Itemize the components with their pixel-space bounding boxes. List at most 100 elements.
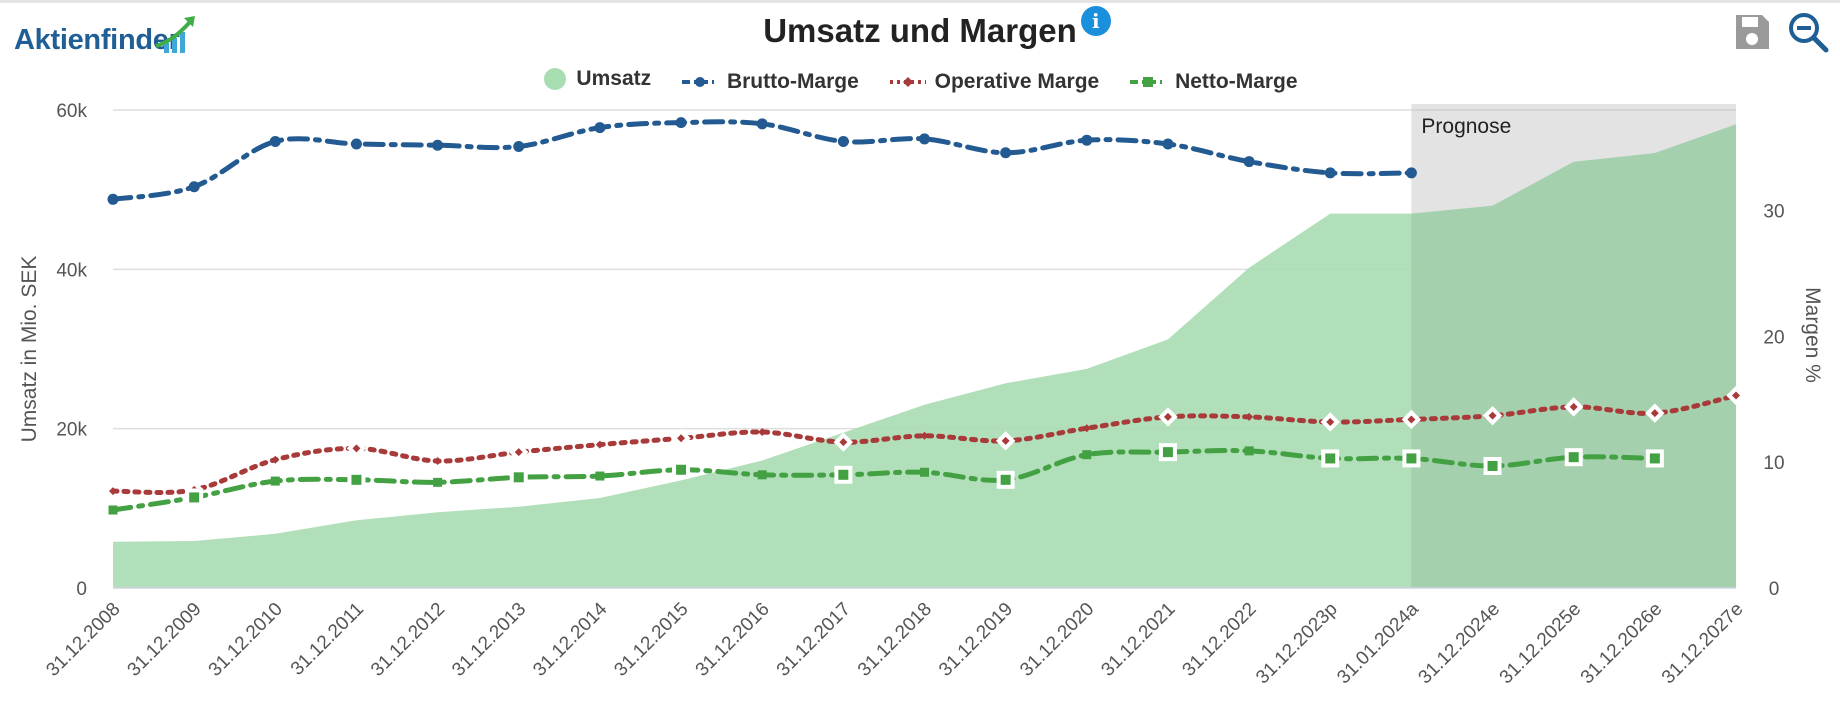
netto-point-core <box>1325 453 1336 464</box>
logo-text: Aktienfinder <box>14 24 180 56</box>
operativ-point <box>1245 412 1254 421</box>
netto-point-core <box>1406 453 1417 464</box>
zoom-out-icon[interactable] <box>1786 10 1830 54</box>
netto-point <box>270 476 280 486</box>
netto-point-core <box>838 469 849 480</box>
brutto-point <box>1324 167 1336 179</box>
operativ-point-core <box>1569 402 1578 411</box>
y-axis-title: Umsatz in Mio. SEK <box>18 256 41 443</box>
operativ-point <box>595 440 604 449</box>
operativ-point <box>271 455 280 464</box>
aktienfinder-logo[interactable]: Aktienfinder <box>14 14 234 62</box>
umsatz-area <box>113 124 1736 589</box>
chart-title: Umsatz und Margen <box>763 12 1077 49</box>
legend-umsatz-swatch <box>544 68 567 90</box>
x-tick-label: 31.12.2010 <box>205 599 287 681</box>
x-tick-label: 31.12.2019 <box>935 599 1017 681</box>
legend-label-netto-marge: Netto-Marge <box>1175 70 1298 93</box>
operativ-point-core <box>677 434 686 443</box>
brutto-point <box>1243 156 1255 168</box>
x-tick-label: 31.12.2020 <box>1016 599 1098 681</box>
x-tick-label: 31.12.2009 <box>124 599 206 681</box>
brutto-point <box>675 117 687 129</box>
operativ-point-core <box>1326 417 1335 426</box>
netto-point-core <box>1568 452 1579 463</box>
brutto-point <box>269 135 281 147</box>
operativ-point <box>758 428 767 437</box>
netto-point <box>1244 446 1254 456</box>
y-tick-label: 40k <box>56 260 87 281</box>
x-tick-label: 31.12.2027e <box>1658 599 1748 689</box>
x-tick-label: 31.12.2024e <box>1415 599 1505 689</box>
x-tick-label: 31.12.2015 <box>610 599 692 681</box>
x-tick-label: 31.12.2011 <box>287 599 368 680</box>
netto-point <box>1082 450 1092 460</box>
x-tick-label: 31.12.2012 <box>367 599 449 681</box>
x-tick-label: 31.12.2013 <box>448 599 530 681</box>
x-tick-label: 31.12.2021 <box>1097 599 1179 681</box>
x-tick-label: 31.01.2024a <box>1333 598 1423 688</box>
legend-item-brutto-marge[interactable]: Brutto-Marge <box>681 65 859 99</box>
legend-label-umsatz: Umsatz <box>576 67 652 90</box>
legend-netto-swatch <box>1130 77 1167 87</box>
brutto-point <box>837 135 849 147</box>
info-icon[interactable]: i <box>1080 6 1111 36</box>
y-tick-label: 0 <box>76 579 87 600</box>
operativ-point-core <box>1163 412 1172 421</box>
operativ-point-core <box>839 438 848 447</box>
netto-point-core <box>1487 460 1498 471</box>
legend: Umsatz Brutto-Marge Operative Marge Nett… <box>0 62 1840 96</box>
netto-point-core <box>1649 453 1660 464</box>
legend-operativ-swatch <box>889 77 926 87</box>
legend-item-netto-marge[interactable]: Netto-Marge <box>1129 65 1298 99</box>
brutto-point <box>513 140 525 152</box>
y-tick-label: 60k <box>56 101 87 122</box>
x-tick-label: 31.12.2022 <box>1179 599 1261 681</box>
x-tick-label: 31.12.2023p <box>1252 599 1342 689</box>
operativ-point-core <box>1407 415 1416 424</box>
y2-tick-label: 10 <box>1763 453 1784 474</box>
operativ-line <box>110 393 1739 496</box>
top-border <box>0 0 1840 3</box>
netto-point <box>757 470 767 480</box>
operativ-point-core <box>1001 436 1010 445</box>
netto-point-core <box>189 492 200 503</box>
brutto-line <box>110 119 1414 202</box>
x-tick-label: 31.12.2025e <box>1496 599 1586 689</box>
y2-tick-label: 20 <box>1763 327 1784 348</box>
operativ-point <box>1082 424 1091 433</box>
x-tick-label: 31.12.2014 <box>529 598 611 680</box>
save-icon[interactable] <box>1730 10 1774 54</box>
x-tick-label: 31.12.2018 <box>854 599 936 681</box>
y-tick-label: 20k <box>56 420 87 441</box>
operativ-point-core <box>352 444 361 453</box>
netto-point-core <box>676 464 687 475</box>
y2-tick-label: 0 <box>1769 579 1780 600</box>
operativ-point-core <box>1488 411 1497 420</box>
chart-title-container: Umsatz und Margen i <box>0 6 1840 50</box>
brutto-point <box>919 133 930 145</box>
prognose-overlay <box>1411 104 1736 588</box>
brutto-point <box>107 193 119 205</box>
netto-point-core <box>513 472 524 483</box>
netto-point <box>108 505 118 515</box>
brutto-point <box>188 181 200 193</box>
legend-item-umsatz[interactable]: Umsatz <box>542 62 651 96</box>
netto-point <box>920 467 929 477</box>
legend-label-brutto-marge: Brutto-Marge <box>726 70 859 93</box>
brutto-point <box>756 118 768 130</box>
legend-item-operative-marge[interactable]: Operative Marge <box>889 65 1100 99</box>
x-tick-label: 31.12.2016 <box>692 599 774 681</box>
prognose-label: Prognose <box>1421 115 1511 138</box>
brutto-point <box>594 122 606 134</box>
operativ-point <box>920 431 929 440</box>
operativ-point-core <box>1732 391 1740 400</box>
netto-point-core <box>1000 474 1011 485</box>
y2-tick-label: 30 <box>1763 202 1784 223</box>
x-tick-label: 31.12.2017 <box>773 599 855 681</box>
legend-brutto-swatch <box>681 77 718 87</box>
brutto-point <box>350 138 362 150</box>
legend-label-operative-marge: Operative Marge <box>934 70 1100 93</box>
x-tick-label: 31.12.2008 <box>42 599 124 681</box>
